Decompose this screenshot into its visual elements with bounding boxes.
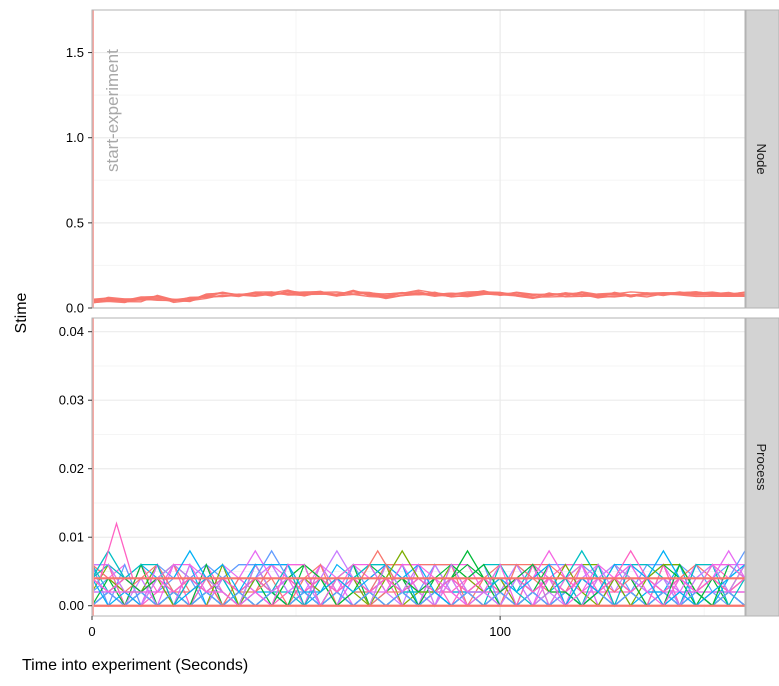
- start-experiment-label: start-experiment: [103, 49, 122, 172]
- panel-process-y-axis: 0.00 0.01 0.02 0.03 0.04: [59, 324, 92, 613]
- x-axis: 0 100: [88, 616, 511, 639]
- y-tick-label: 0.03: [59, 393, 84, 408]
- y-tick-label: 1.5: [66, 45, 84, 60]
- y-tick-label: 0.02: [59, 461, 84, 476]
- y-tick-label: 0.04: [59, 324, 84, 339]
- panel-process: 0.00 0.01 0.02 0.03 0.04 Process: [59, 318, 779, 616]
- panel-node-y-axis: 0.0 0.5 1.0 1.5: [66, 45, 92, 315]
- strip-node-label: Node: [754, 143, 769, 174]
- x-tick-label: 0: [88, 624, 95, 639]
- y-tick-label: 0.01: [59, 530, 84, 545]
- y-tick-label: 0.5: [66, 215, 84, 230]
- x-tick-label: 100: [489, 624, 511, 639]
- panel-node: start-experiment 0.0 0.5 1.0 1.5 Node: [66, 10, 779, 316]
- panel-node-background: [92, 10, 745, 308]
- y-axis-title: Stime: [13, 292, 30, 333]
- strip-process-label: Process: [754, 444, 769, 491]
- y-tick-label: 0.0: [66, 301, 84, 316]
- y-tick-label: 0.00: [59, 598, 84, 613]
- x-axis-title: Time into experiment (Seconds): [22, 657, 248, 674]
- y-tick-label: 1.0: [66, 130, 84, 145]
